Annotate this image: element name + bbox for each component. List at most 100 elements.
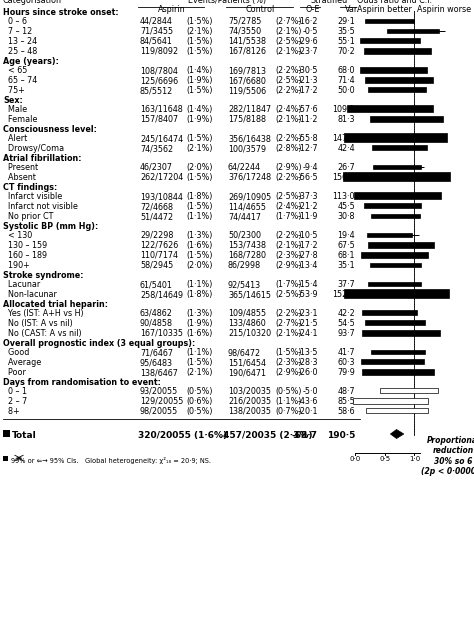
Text: (2·2%): (2·2%) — [275, 231, 301, 240]
Text: (2·9%): (2·9%) — [275, 368, 301, 377]
Text: 0·0: 0·0 — [349, 456, 361, 462]
Bar — [3, 456, 8, 461]
Text: 151/6454: 151/6454 — [228, 358, 266, 367]
Text: 133/4860: 133/4860 — [228, 319, 266, 328]
Bar — [368, 281, 421, 286]
Text: 258/14649: 258/14649 — [140, 290, 183, 299]
Text: 129/20055: 129/20055 — [140, 397, 183, 406]
Text: (1·6%): (1·6%) — [186, 241, 212, 250]
Text: 46/2307: 46/2307 — [140, 163, 173, 172]
Text: 44/2844: 44/2844 — [140, 17, 173, 26]
Text: 29/2298: 29/2298 — [140, 231, 173, 240]
Text: Sex:: Sex: — [3, 96, 23, 105]
Text: 68·0: 68·0 — [337, 66, 355, 75]
Text: (1·5%): (1·5%) — [186, 251, 212, 260]
Text: 37·7: 37·7 — [337, 280, 355, 289]
Text: No prior CT: No prior CT — [3, 212, 54, 221]
Text: -17·2: -17·2 — [297, 241, 318, 250]
Text: -16·2: -16·2 — [298, 17, 318, 26]
Text: Poor: Poor — [3, 368, 26, 377]
Text: -23·7: -23·7 — [297, 47, 318, 56]
Text: 2 – 7: 2 – 7 — [3, 397, 27, 406]
Bar — [370, 263, 421, 267]
Text: 141/5538: 141/5538 — [228, 37, 266, 46]
Text: 0·5: 0·5 — [379, 456, 390, 462]
Text: 190/6471: 190/6471 — [228, 368, 266, 377]
Text: (0·5%): (0·5%) — [186, 407, 212, 416]
Text: (2·2%): (2·2%) — [275, 134, 301, 143]
Text: 74/4417: 74/4417 — [228, 212, 261, 221]
Text: 113·0: 113·0 — [332, 192, 355, 201]
Text: (1·5%): (1·5%) — [275, 348, 301, 357]
Text: (2·4%): (2·4%) — [275, 105, 301, 114]
Text: (2·0%): (2·0%) — [186, 163, 212, 172]
Text: 79·9: 79·9 — [337, 368, 355, 377]
Text: Non-lacunar: Non-lacunar — [3, 290, 57, 299]
Text: -27·8: -27·8 — [297, 251, 318, 260]
Text: 70·2: 70·2 — [337, 47, 355, 56]
Bar — [365, 77, 433, 82]
Text: -43·6: -43·6 — [298, 397, 318, 406]
Text: (0·6%): (0·6%) — [186, 397, 212, 406]
Text: (2·1%): (2·1%) — [275, 329, 301, 338]
Text: 67·5: 67·5 — [337, 241, 355, 250]
Text: 50·0: 50·0 — [337, 86, 355, 95]
Text: 61/5401: 61/5401 — [140, 280, 173, 289]
Text: -13·5: -13·5 — [298, 348, 318, 357]
Text: -53·9: -53·9 — [297, 290, 318, 299]
Text: Overall prognostic index (3 equal groups):: Overall prognostic index (3 equal groups… — [3, 339, 195, 348]
Text: 13 – 24: 13 – 24 — [3, 37, 37, 46]
Text: 92/5413: 92/5413 — [228, 280, 261, 289]
Text: 65 – 74: 65 – 74 — [3, 76, 37, 85]
Text: 48·7: 48·7 — [337, 387, 355, 396]
Text: 110/7174: 110/7174 — [140, 251, 178, 260]
Bar — [343, 172, 450, 181]
Text: (2·3%): (2·3%) — [275, 358, 301, 367]
Text: -55·8: -55·8 — [297, 134, 318, 143]
Text: 160 – 189: 160 – 189 — [3, 251, 47, 260]
Bar — [372, 146, 427, 150]
Text: 320/20055 (1·6%): 320/20055 (1·6%) — [138, 431, 227, 440]
Text: (0·5%): (0·5%) — [275, 387, 301, 396]
Text: (2·2%): (2·2%) — [275, 173, 301, 182]
Text: Total: Total — [12, 431, 37, 440]
Text: (0·7%): (0·7%) — [275, 407, 301, 416]
Text: -37·3: -37·3 — [298, 192, 318, 201]
Bar — [354, 192, 441, 200]
Bar — [368, 242, 435, 247]
Text: Var.: Var. — [345, 5, 359, 14]
Text: 114/4655: 114/4655 — [228, 202, 266, 211]
Text: 99% or ⇐→ 95% CIs.   Global heterogeneity: χ²₁₈ = 20·9; NS.: 99% or ⇐→ 95% CIs. Global heterogeneity:… — [11, 457, 211, 464]
Text: (1·6%): (1·6%) — [186, 329, 212, 338]
Text: Days from randomisation to event:: Days from randomisation to event: — [3, 378, 161, 387]
Text: < 130: < 130 — [3, 231, 32, 240]
Text: 167/6680: 167/6680 — [228, 76, 266, 85]
Text: 457/20035 (2·3%): 457/20035 (2·3%) — [223, 431, 312, 440]
Text: 26·7: 26·7 — [337, 163, 355, 172]
Text: 95/6483: 95/6483 — [140, 358, 173, 367]
Text: (2·1%): (2·1%) — [275, 241, 301, 250]
Text: 71·4: 71·4 — [337, 76, 355, 85]
Text: (1·5%): (1·5%) — [186, 17, 212, 26]
Text: Aspirin worse: Aspirin worse — [417, 5, 471, 14]
Text: 74/3562: 74/3562 — [140, 144, 173, 153]
Text: -17·2: -17·2 — [297, 86, 318, 95]
Text: 58/2945: 58/2945 — [140, 261, 173, 270]
Text: (2·5%): (2·5%) — [275, 37, 301, 46]
Text: 109·1: 109·1 — [332, 105, 355, 114]
Text: (1·1%): (1·1%) — [186, 212, 212, 221]
Bar — [345, 133, 447, 142]
Text: (1·8%): (1·8%) — [186, 192, 212, 201]
Text: Male: Male — [3, 105, 27, 114]
Text: 1·5: 1·5 — [439, 456, 450, 462]
Text: (0·5%): (0·5%) — [186, 387, 212, 396]
Text: (2·1%): (2·1%) — [186, 27, 212, 36]
Text: 0 – 1: 0 – 1 — [3, 387, 27, 396]
Polygon shape — [391, 430, 404, 438]
Text: Proportional
reduction
30% so 6
(2p < 0·00001): Proportional reduction 30% so 6 (2p < 0·… — [421, 436, 474, 476]
Text: 71/6467: 71/6467 — [140, 348, 173, 357]
Text: -12·7: -12·7 — [297, 144, 318, 153]
Text: 282/11847: 282/11847 — [228, 105, 271, 114]
Text: 50/2300: 50/2300 — [228, 231, 261, 240]
Text: Stroke syndrome:: Stroke syndrome: — [3, 271, 83, 280]
